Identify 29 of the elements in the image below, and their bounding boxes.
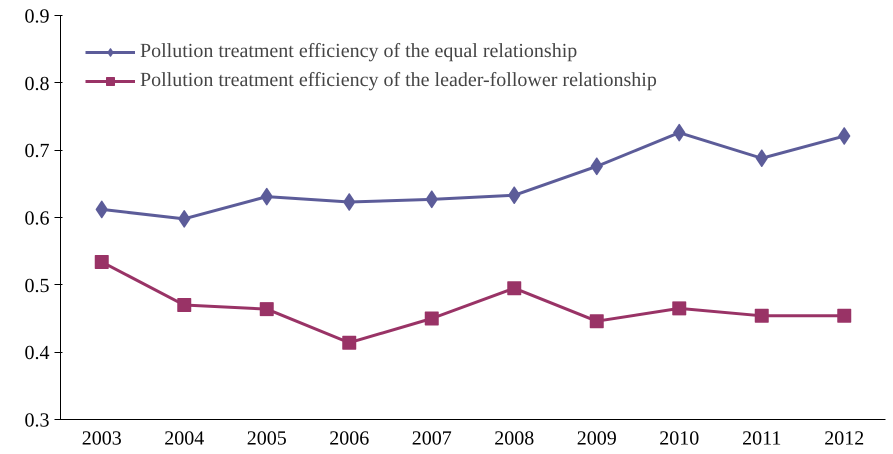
point <box>507 281 522 296</box>
point <box>590 314 604 328</box>
x-tick-label: 2012 <box>824 428 864 450</box>
x-tick-label: 2009 <box>576 428 617 450</box>
x-tick-label: 2008 <box>494 428 534 450</box>
point <box>94 254 109 269</box>
x-tick-label: 2003 <box>82 428 122 450</box>
x-tick-label: 2005 <box>246 428 287 450</box>
point <box>260 302 274 316</box>
point <box>754 308 769 323</box>
y-tick-label: 0.9 <box>24 6 50 28</box>
x-tick-label: 2006 <box>329 428 370 450</box>
point <box>177 298 192 312</box>
legend-label: Pollution treatment efficiency of the equal relationship <box>140 40 578 63</box>
x-tick-label: 2011 <box>742 428 782 450</box>
point <box>342 336 356 350</box>
x-tick-label: 2010 <box>659 428 700 450</box>
point <box>672 301 686 316</box>
point <box>424 312 439 326</box>
y-tick-label: 0.6 <box>24 208 50 230</box>
y-tick-label: 0.5 <box>24 274 50 297</box>
x-tick-label: 2007 <box>412 428 452 450</box>
y-tick-label: 0.8 <box>24 72 50 95</box>
y-tick-label: 0.3 <box>24 410 50 432</box>
y-tick-label: 0.7 <box>24 140 50 162</box>
y-tick-label: 0.4 <box>24 342 50 364</box>
point <box>837 308 852 323</box>
x-tick-label: 2004 <box>164 428 204 450</box>
legend-label: Pollution treatment efficiency of the leader-follower relationship <box>140 69 657 92</box>
